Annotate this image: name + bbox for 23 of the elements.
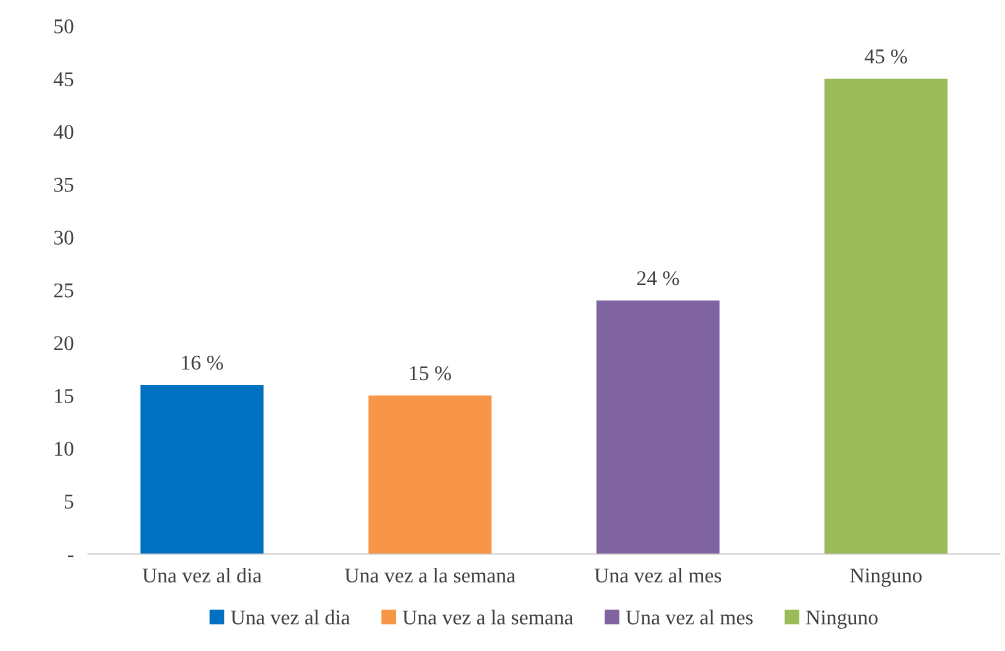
x-tick-label: Una vez al dia	[142, 567, 262, 583]
data-label: 16 %	[182, 355, 223, 370]
y-tick-label: 35	[54, 177, 74, 192]
y-tick-label: 5	[64, 494, 74, 509]
y-tick-label: 10	[55, 441, 74, 456]
y-tick-label: -	[67, 555, 74, 558]
y-tick-label: 45	[53, 72, 74, 87]
data-label: 15 %	[410, 366, 451, 381]
y-tick-label: 15	[55, 389, 74, 404]
legend-label: Una vez al mes	[625, 609, 753, 625]
y-tick-label: 50	[54, 19, 74, 34]
x-tick-label: Una vez a la semana	[344, 567, 516, 583]
legend-label: Ninguno	[806, 610, 878, 629]
x-tick-label: Una vez al mes	[594, 567, 722, 583]
y-tick-label: 40	[53, 124, 74, 140]
legend-label: Una vez al dia	[230, 609, 350, 625]
y-tick-label: 30	[54, 230, 74, 245]
data-label: 45 %	[864, 49, 907, 64]
data-label: 24 %	[637, 271, 679, 286]
legend-label: Una vez a la semana	[402, 609, 574, 625]
y-tick-label: 20	[54, 336, 74, 351]
x-tick-label: Ninguno	[850, 568, 922, 587]
y-tick-label: 25	[54, 283, 74, 298]
